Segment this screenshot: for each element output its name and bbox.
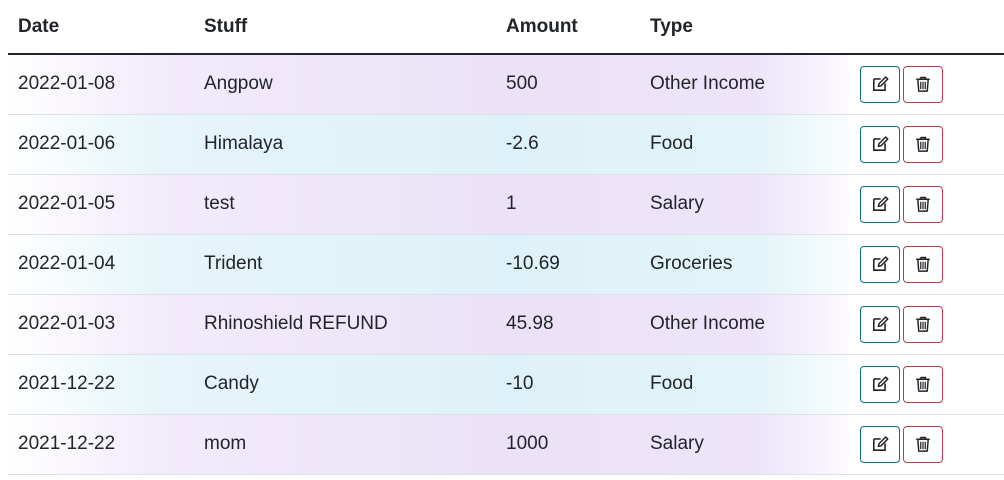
cell-amount: 500: [496, 54, 640, 115]
table-body: 2022-01-08 Angpow 500 Other Income: [8, 54, 1004, 475]
cell-actions: [848, 294, 1004, 355]
cell-actions: [848, 354, 1004, 415]
cell-actions: [848, 234, 1004, 295]
cell-stuff: Trident: [194, 234, 496, 295]
column-header-actions: [848, 0, 1004, 55]
cell-date: 2022-01-04: [8, 234, 194, 295]
delete-button[interactable]: [903, 65, 943, 103]
cell-type: Salary: [640, 174, 848, 235]
table-row: 2022-01-03 Rhinoshield REFUND 45.98 Othe…: [8, 294, 1004, 355]
trash-icon: [916, 436, 930, 452]
edit-icon: [873, 376, 889, 391]
cell-stuff: Himalaya: [194, 114, 496, 175]
trash-icon: [916, 196, 930, 212]
cell-date: 2022-01-06: [8, 114, 194, 175]
cell-stuff: Candy: [194, 354, 496, 415]
table-header: Date Stuff Amount Type: [8, 0, 1004, 55]
header-row: Date Stuff Amount Type: [8, 0, 1004, 55]
edit-button[interactable]: [860, 305, 900, 343]
table-row: 2021-12-22 mom 1000 Salary: [8, 414, 1004, 475]
trash-icon: [916, 316, 930, 332]
edit-button[interactable]: [860, 185, 900, 223]
transactions-table: Date Stuff Amount Type 2022-01-08 Angpow…: [8, 0, 1004, 475]
edit-icon: [873, 136, 889, 151]
cell-type: Groceries: [640, 234, 848, 295]
cell-amount: 1000: [496, 414, 640, 475]
cell-stuff: Angpow: [194, 54, 496, 115]
edit-icon: [873, 196, 889, 211]
cell-stuff: Rhinoshield REFUND: [194, 294, 496, 355]
cell-type: Food: [640, 354, 848, 415]
delete-button[interactable]: [903, 425, 943, 463]
cell-amount: -2.6: [496, 114, 640, 175]
table-row: 2022-01-06 Himalaya -2.6 Food: [8, 114, 1004, 175]
delete-button[interactable]: [903, 125, 943, 163]
cell-actions: [848, 174, 1004, 235]
column-header-stuff: Stuff: [194, 0, 496, 55]
edit-icon: [873, 76, 889, 92]
cell-type: Other Income: [640, 294, 848, 355]
column-header-amount: Amount: [496, 0, 640, 55]
cell-amount: 1: [496, 174, 640, 235]
delete-button[interactable]: [903, 365, 943, 403]
edit-icon: [873, 316, 889, 331]
cell-amount: 45.98: [496, 294, 640, 355]
cell-date: 2022-01-05: [8, 174, 194, 235]
cell-amount: -10.69: [496, 234, 640, 295]
cell-amount: -10: [496, 354, 640, 415]
delete-button[interactable]: [903, 185, 943, 223]
cell-type: Other Income: [640, 54, 848, 115]
edit-icon: [873, 436, 889, 451]
cell-actions: [848, 54, 1004, 115]
trash-icon: [916, 256, 930, 272]
edit-button[interactable]: [860, 65, 900, 103]
edit-button[interactable]: [860, 125, 900, 163]
delete-button[interactable]: [903, 305, 943, 343]
edit-button[interactable]: [860, 245, 900, 283]
cell-type: Food: [640, 114, 848, 175]
edit-button[interactable]: [860, 425, 900, 463]
cell-stuff: mom: [194, 414, 496, 475]
cell-type: Salary: [640, 414, 848, 475]
table-row: 2022-01-08 Angpow 500 Other Income: [8, 54, 1004, 115]
column-header-type: Type: [640, 0, 848, 55]
column-header-date: Date: [8, 0, 194, 55]
cell-stuff: test: [194, 174, 496, 235]
cell-date: 2022-01-03: [8, 294, 194, 355]
trash-icon: [916, 376, 930, 392]
edit-icon: [873, 256, 889, 271]
edit-button[interactable]: [860, 365, 900, 403]
cell-date: 2022-01-08: [8, 54, 194, 115]
trash-icon: [916, 76, 930, 93]
table-row: 2021-12-22 Candy -10 Food: [8, 354, 1004, 415]
table-row: 2022-01-05 test 1 Salary: [8, 174, 1004, 235]
cell-date: 2021-12-22: [8, 414, 194, 475]
cell-actions: [848, 414, 1004, 475]
table-row: 2022-01-04 Trident -10.69 Groceries: [8, 234, 1004, 295]
trash-icon: [916, 136, 930, 152]
cell-date: 2021-12-22: [8, 354, 194, 415]
cell-actions: [848, 114, 1004, 175]
delete-button[interactable]: [903, 245, 943, 283]
